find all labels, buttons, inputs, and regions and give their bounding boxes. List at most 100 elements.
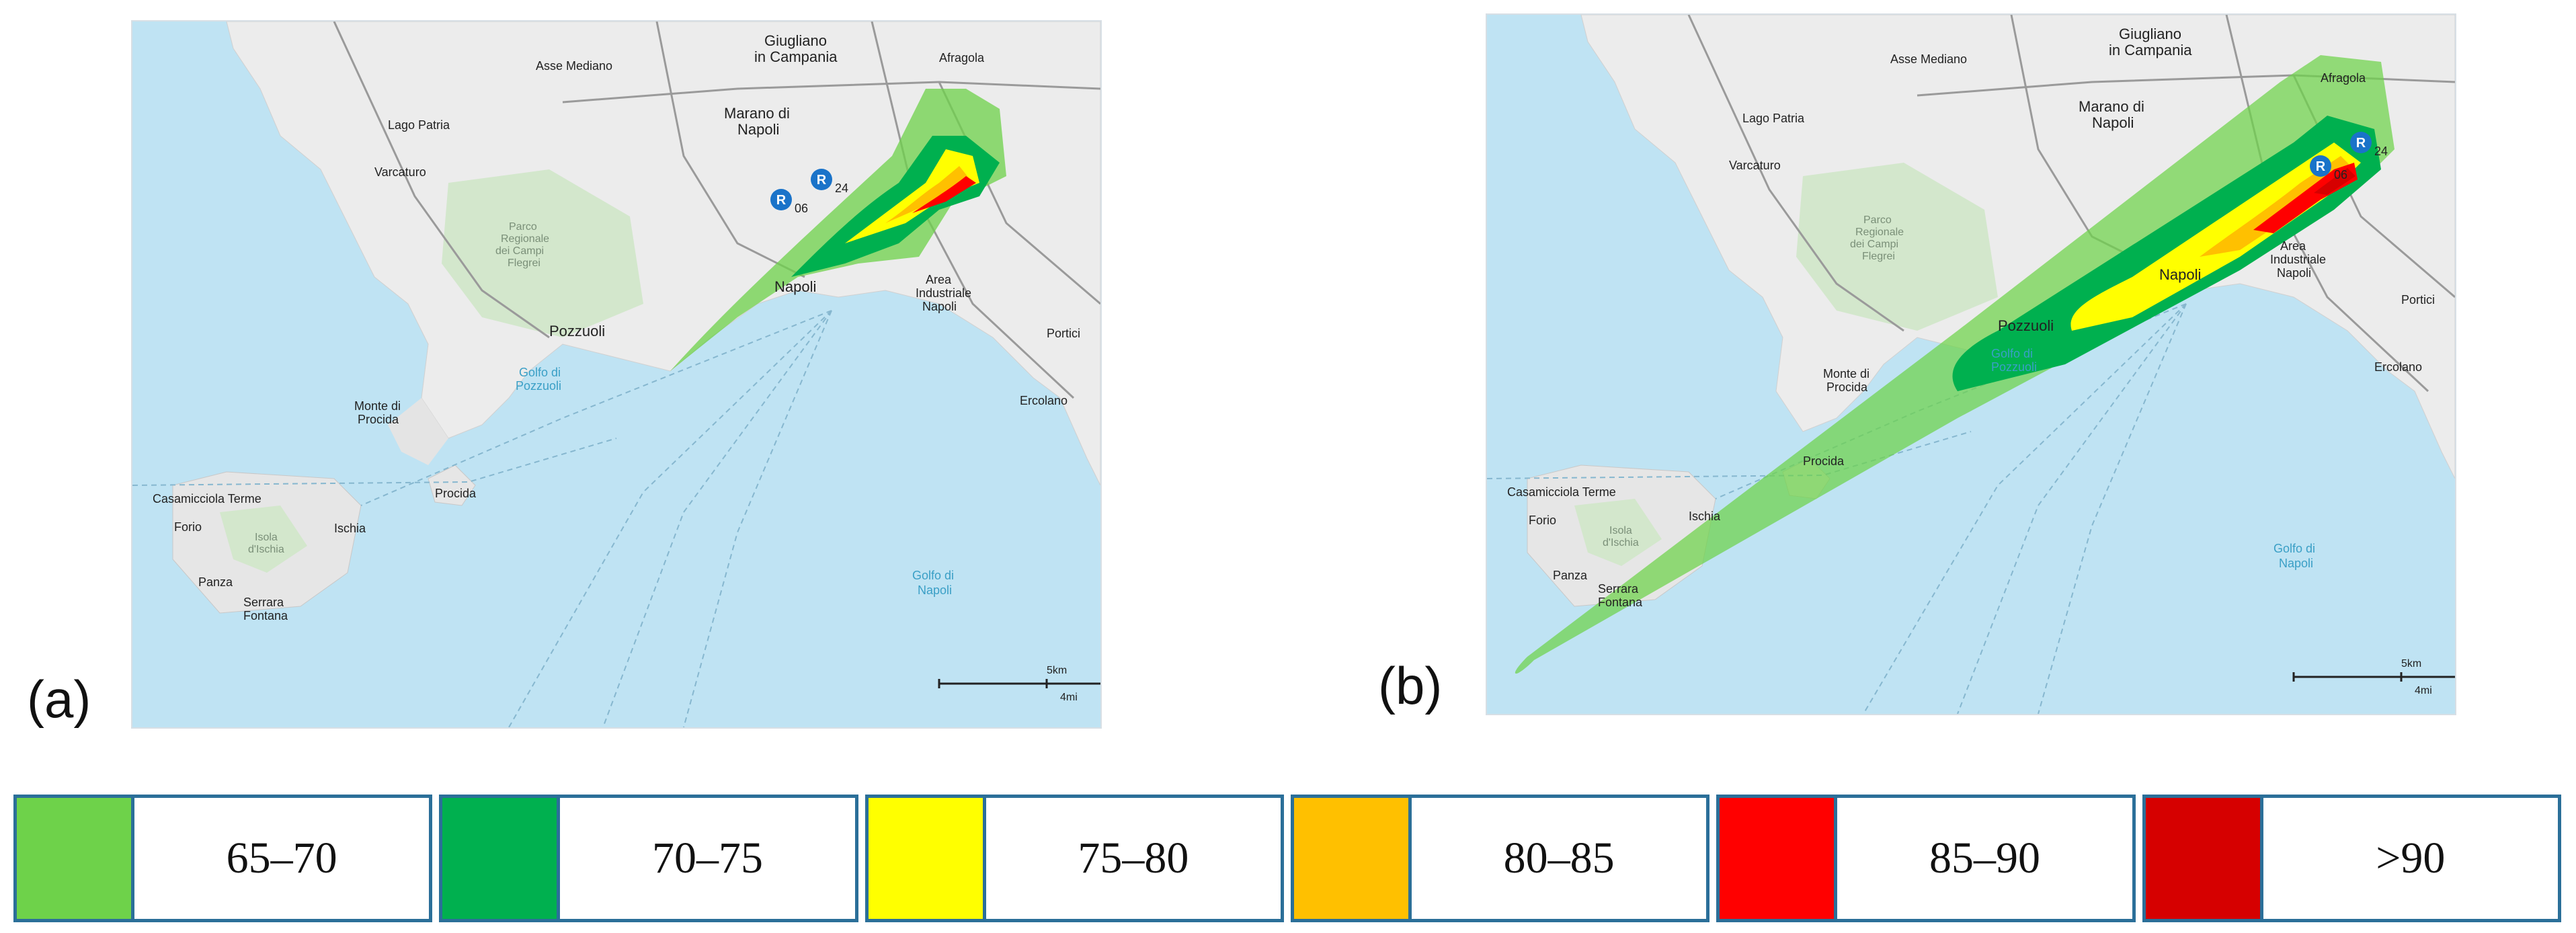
svg-text:Area: Area <box>926 273 952 286</box>
legend-item: 80–85 <box>1290 795 1710 922</box>
svg-text:Regionale: Regionale <box>501 233 549 245</box>
mainland <box>226 22 1100 486</box>
svg-text:d'Ischia: d'Ischia <box>1603 537 1639 549</box>
svg-text:5km: 5km <box>2401 658 2421 670</box>
svg-text:06: 06 <box>2334 168 2347 181</box>
legend-item: >90 <box>2142 795 2561 922</box>
receptor-r24-b: R <box>2350 132 2372 153</box>
legend-label: >90 <box>2263 798 2558 919</box>
legend-label: 70–75 <box>560 798 855 919</box>
svg-text:Asse Mediano: Asse Mediano <box>536 59 612 73</box>
svg-text:Afragola: Afragola <box>939 51 985 65</box>
legend-label: 85–90 <box>1837 798 2132 919</box>
svg-text:Pozzuoli: Pozzuoli <box>549 323 605 339</box>
svg-text:Varcaturo: Varcaturo <box>1729 159 1781 172</box>
svg-text:Napoli: Napoli <box>2092 114 2134 131</box>
legend-item: 85–90 <box>1716 795 2136 922</box>
legend-swatch <box>442 798 561 919</box>
svg-text:Isola: Isola <box>255 532 278 543</box>
svg-text:Napoli: Napoli <box>2279 557 2313 570</box>
svg-text:Ischia: Ischia <box>1689 510 1721 523</box>
legend-swatch <box>2145 798 2263 919</box>
park-campi-flegrei <box>442 169 643 337</box>
svg-text:in Campania: in Campania <box>2109 42 2192 58</box>
svg-text:Pozzuoli: Pozzuoli <box>1998 317 2054 334</box>
procida-island <box>428 464 476 506</box>
svg-text:Portici: Portici <box>1047 327 1080 340</box>
scale-bar-a: 5km 4mi <box>938 665 1100 703</box>
svg-text:Ercolano: Ercolano <box>2374 360 2422 374</box>
svg-text:in Campania: in Campania <box>754 48 838 65</box>
plume-above-90 <box>2314 168 2356 195</box>
svg-text:R: R <box>817 173 827 188</box>
svg-text:Procida: Procida <box>435 487 477 500</box>
svg-text:Casamicciola Terme: Casamicciola Terme <box>1507 485 1616 499</box>
svg-text:Panza: Panza <box>198 575 233 589</box>
svg-text:Flegrei: Flegrei <box>1862 251 1895 262</box>
svg-text:Ercolano: Ercolano <box>1020 394 1068 407</box>
legend-item: 75–80 <box>864 795 1284 922</box>
panel-label-b: (b) <box>1378 656 1443 715</box>
svg-text:Parco: Parco <box>509 221 537 233</box>
svg-text:06: 06 <box>795 202 808 215</box>
svg-text:Forio: Forio <box>1529 514 1556 527</box>
ischia-park <box>220 505 307 573</box>
ferry-routes <box>132 310 832 727</box>
svg-text:Procida: Procida <box>358 413 399 426</box>
svg-text:Industriale: Industriale <box>916 286 971 300</box>
svg-text:Serrara: Serrara <box>1598 582 1639 596</box>
svg-text:Lago Patria: Lago Patria <box>1742 112 1805 125</box>
ischia-park <box>1574 499 1662 566</box>
svg-text:Forio: Forio <box>174 520 202 534</box>
svg-text:Napoli: Napoli <box>2277 266 2311 280</box>
legend-item: 70–75 <box>439 795 858 922</box>
svg-text:Parco: Parco <box>1863 214 1892 226</box>
svg-text:Monte di: Monte di <box>1823 367 1869 380</box>
svg-text:24: 24 <box>835 181 848 195</box>
svg-text:Pozzuoli: Pozzuoli <box>516 379 561 393</box>
svg-text:5km: 5km <box>1047 665 1067 676</box>
svg-text:Golfo di: Golfo di <box>519 366 561 379</box>
svg-text:4mi: 4mi <box>1060 692 1078 703</box>
plume-75-80 <box>845 149 979 243</box>
svg-text:Napoli: Napoli <box>2159 266 2201 283</box>
svg-text:R: R <box>2356 136 2366 151</box>
svg-text:Napoli: Napoli <box>737 121 779 138</box>
svg-text:Afragola: Afragola <box>2321 71 2366 85</box>
svg-text:dei Campi: dei Campi <box>495 245 544 257</box>
svg-text:Asse Mediano: Asse Mediano <box>1890 52 1967 66</box>
receptor-r06-b: R <box>2310 155 2331 177</box>
legend: 65–70 70–75 75–80 80–85 85–90 >90 <box>13 795 2561 922</box>
svg-text:Isola: Isola <box>1609 525 1632 536</box>
legend-label: 75–80 <box>985 798 1281 919</box>
svg-text:Fontana: Fontana <box>1598 596 1643 609</box>
svg-text:Marano di: Marano di <box>2079 98 2144 115</box>
svg-text:Ischia: Ischia <box>334 522 366 535</box>
svg-text:Golfo di: Golfo di <box>912 569 954 582</box>
park-campi-flegrei <box>1796 163 1998 331</box>
svg-text:4mi: 4mi <box>2415 685 2432 696</box>
svg-text:d'Ischia: d'Ischia <box>248 544 284 555</box>
svg-text:Flegrei: Flegrei <box>508 257 540 269</box>
svg-text:Area: Area <box>2280 239 2306 253</box>
svg-text:Procida: Procida <box>1803 454 1845 468</box>
legend-item: 65–70 <box>13 795 433 922</box>
svg-text:Portici: Portici <box>2401 293 2435 307</box>
svg-text:Napoli: Napoli <box>774 278 816 295</box>
legend-swatch <box>1293 798 1412 919</box>
svg-text:Casamicciola Terme: Casamicciola Terme <box>153 492 261 505</box>
legend-label: 80–85 <box>1411 798 1707 919</box>
svg-text:Fontana: Fontana <box>243 609 288 622</box>
plume-65-70 <box>1515 55 2394 674</box>
map-panel-b[interactable]: R R 06 24 Giugliano in Campania Asse Med… <box>1486 13 2456 715</box>
plume-80-85 <box>2200 156 2354 257</box>
svg-text:Regionale: Regionale <box>1855 227 1904 238</box>
svg-text:Giugliano: Giugliano <box>764 32 827 49</box>
plume-85-90 <box>912 176 976 213</box>
svg-text:Napoli: Napoli <box>918 583 952 597</box>
legend-swatch <box>1720 798 1838 919</box>
map-panel-a[interactable]: R R 06 24 Giugliano in Campania Asse Med… <box>131 20 1102 729</box>
svg-text:Golfo di: Golfo di <box>2273 542 2315 555</box>
svg-text:Procida: Procida <box>1826 380 1868 394</box>
svg-text:Golfo di: Golfo di <box>1991 347 2033 360</box>
